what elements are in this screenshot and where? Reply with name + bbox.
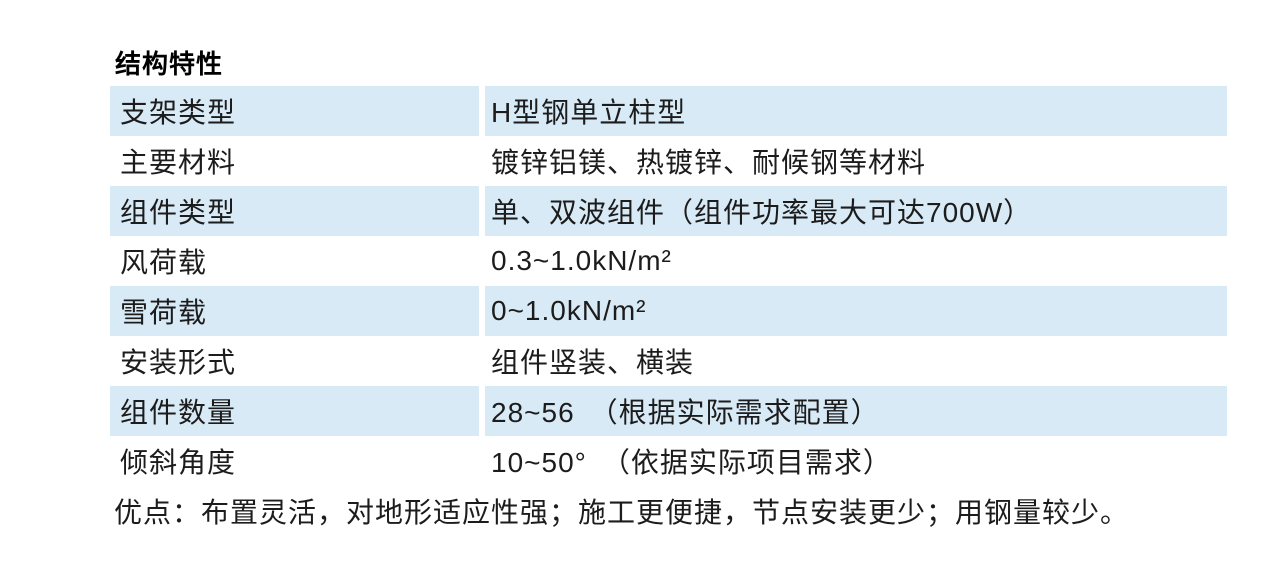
advantages-note: 优点：布置灵活，对地形适应性强；施工更便捷，节点安装更少；用钢量较少。 — [114, 497, 1130, 528]
column-divider — [479, 286, 485, 336]
column-divider — [479, 386, 485, 436]
spec-value: 28~56 （根据实际需求配置） — [485, 386, 1227, 436]
table-row: 支架类型 H型钢单立柱型 — [110, 86, 1227, 136]
column-divider — [479, 336, 485, 386]
table-row: 风荷载 0.3~1.0kN/m² — [110, 236, 1227, 286]
spec-value: 组件竖装、横装 — [491, 347, 695, 378]
spec-table: 支架类型 H型钢单立柱型 主要材料 镀锌铝镁、热镀锌、耐候钢等材料 组件类型 单… — [110, 86, 1227, 486]
spec-label: 风荷载 — [120, 247, 208, 278]
spec-label: 组件数量 — [110, 386, 479, 436]
column-divider — [479, 136, 485, 186]
spec-value: 镀锌铝镁、热镀锌、耐候钢等材料 — [491, 147, 927, 178]
spec-label: 安装形式 — [120, 347, 237, 378]
spec-label: 雪荷载 — [110, 286, 479, 336]
spec-value: 10~50° （依据实际项目需求） — [491, 447, 892, 478]
spec-value: 单、双波组件（组件功率最大可达700W） — [485, 186, 1227, 236]
table-row: 雪荷载 0~1.0kN/m² — [110, 286, 1227, 336]
column-divider — [479, 236, 485, 286]
column-divider — [479, 436, 485, 486]
spec-value: 0.3~1.0kN/m² — [491, 245, 672, 276]
section-title: 结构特性 — [115, 49, 224, 79]
spec-value: H型钢单立柱型 — [485, 86, 1227, 136]
column-divider — [479, 86, 485, 136]
spec-label: 主要材料 — [120, 147, 237, 178]
table-row: 安装形式 组件竖装、横装 — [110, 336, 1227, 386]
spec-label: 支架类型 — [110, 86, 479, 136]
spec-label: 组件类型 — [110, 186, 479, 236]
table-row: 组件数量 28~56 （根据实际需求配置） — [110, 386, 1227, 436]
table-row: 主要材料 镀锌铝镁、热镀锌、耐候钢等材料 — [110, 136, 1227, 186]
spec-label: 倾斜角度 — [120, 447, 237, 478]
spec-value: 0~1.0kN/m² — [485, 286, 1227, 336]
table-row: 组件类型 单、双波组件（组件功率最大可达700W） — [110, 186, 1227, 236]
table-row: 倾斜角度 10~50° （依据实际项目需求） — [110, 436, 1227, 486]
column-divider — [479, 186, 485, 236]
